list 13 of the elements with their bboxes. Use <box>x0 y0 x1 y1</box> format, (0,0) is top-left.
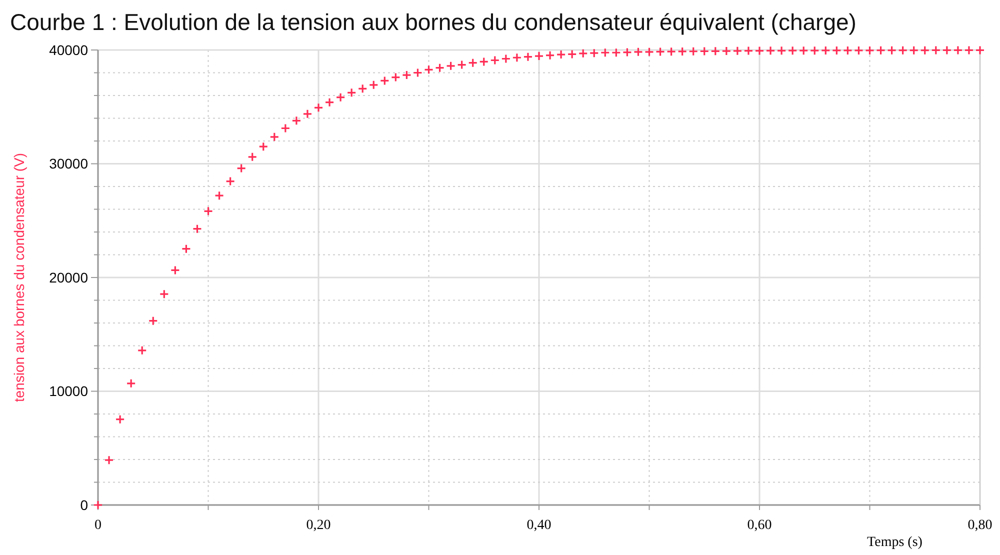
y-tick-label: 10000 <box>49 383 88 400</box>
x-tick-label: 0,20 <box>306 518 331 533</box>
chart-title: Courbe 1 : Evolution de la tension aux bornes du condensateur équivalent (charge) <box>10 9 856 35</box>
x-tick-label: 0,40 <box>526 518 552 533</box>
x-tick-label: 0,60 <box>747 518 772 533</box>
y-tick-label: 40000 <box>49 42 88 58</box>
y-tick-label: 0 <box>80 496 88 513</box>
x-tick-label: 0,80 <box>968 518 992 533</box>
x-tick-label: 0 <box>94 518 102 533</box>
y-tick-label: 30000 <box>49 156 88 172</box>
y-tick-label: 20000 <box>49 269 88 286</box>
x-axis-title: Temps (s) <box>867 535 923 550</box>
y-axis-title: tension aux bornes du condensateur (V) <box>11 152 27 402</box>
